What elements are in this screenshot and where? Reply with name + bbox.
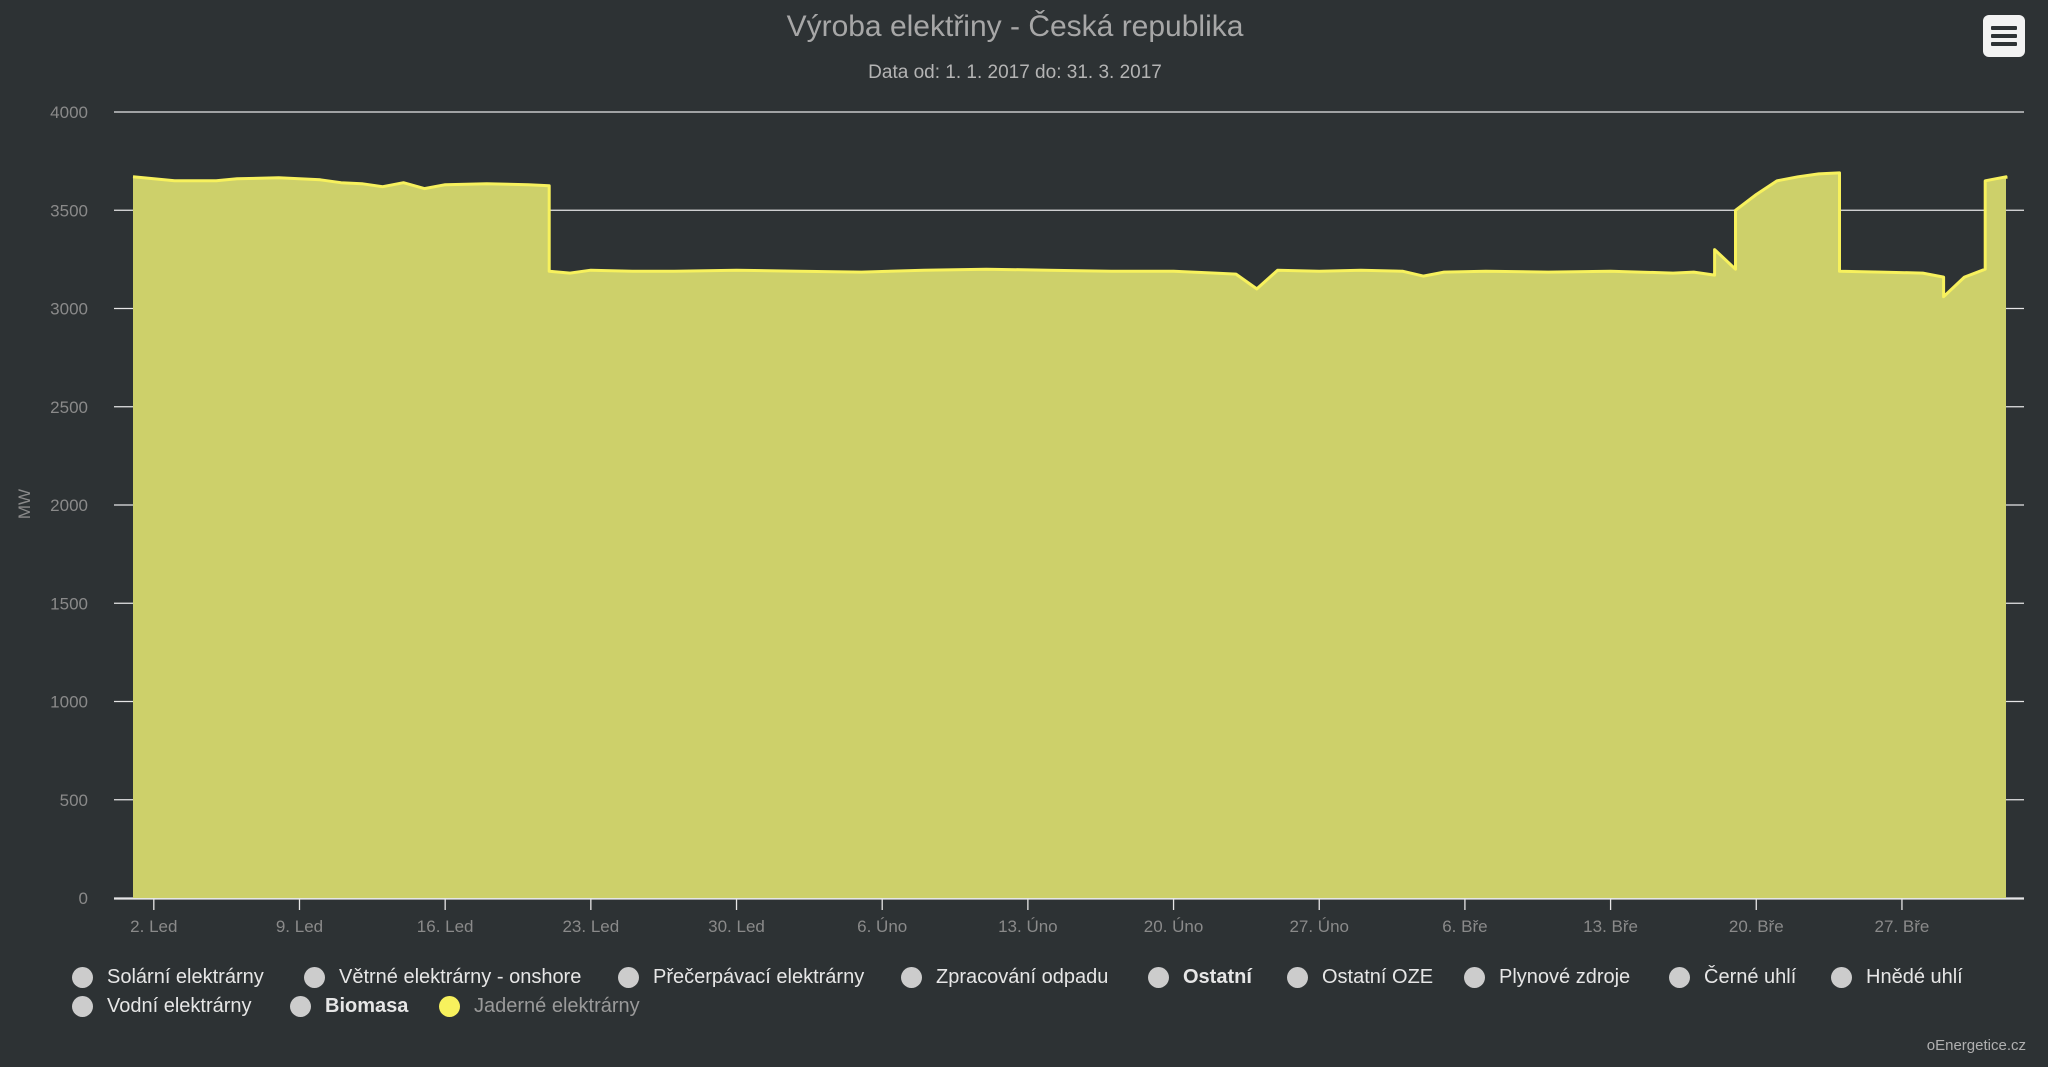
- legend-marker-icon: [304, 967, 325, 988]
- legend-marker-icon: [1669, 967, 1690, 988]
- legend-marker-icon: [1464, 967, 1485, 988]
- credits-link[interactable]: oEnergetice.cz: [1926, 1037, 2026, 1054]
- legend-item[interactable]: Černé uhlí: [1669, 966, 1796, 989]
- legend-marker-icon: [290, 996, 311, 1017]
- legend-marker-icon: [72, 996, 93, 1017]
- legend-item[interactable]: Ostatní OZE: [1287, 966, 1433, 989]
- legend-item[interactable]: Hnědé uhlí: [1831, 966, 1963, 989]
- legend-label: Jaderné elektrárny: [474, 995, 640, 1017]
- x-tick-label: 2. Led: [130, 917, 177, 936]
- series-line: [132, 171, 2008, 299]
- legend-label: Plynové zdroje: [1499, 966, 1631, 988]
- legend-label: Přečerpávací elektrárny: [653, 966, 865, 988]
- x-tick-label: 27. Úno: [1289, 917, 1349, 936]
- legend-label: Zpracování odpadu: [936, 966, 1109, 988]
- series-layer: [132, 171, 2008, 898]
- legend-marker-icon: [618, 967, 639, 988]
- legend-label: Hnědé uhlí: [1866, 966, 1963, 988]
- x-tick-label: 23. Led: [562, 917, 619, 936]
- y-tick-label: 1000: [50, 693, 88, 712]
- legend-item[interactable]: Vodní elektrárny: [72, 995, 252, 1018]
- legend-item[interactable]: Větrné elektrárny - onshore: [304, 966, 581, 989]
- y-tick-label: 4000: [50, 103, 88, 122]
- legend-item[interactable]: Jaderné elektrárny: [439, 995, 640, 1018]
- legend-marker-icon: [901, 967, 922, 988]
- y-tick-label: 2500: [50, 398, 88, 417]
- y-tick-label: 2000: [50, 496, 88, 515]
- series-area: [133, 172, 2006, 898]
- legend-marker-icon: [439, 996, 460, 1017]
- y-axis-title: MW: [15, 489, 34, 519]
- legend-marker-icon: [1287, 967, 1308, 988]
- legend-item[interactable]: Biomasa: [290, 995, 408, 1018]
- y-tick-label: 1500: [50, 594, 88, 613]
- legend-item[interactable]: Zpracování odpadu: [901, 966, 1108, 989]
- legend-item[interactable]: Ostatní: [1148, 966, 1252, 989]
- legend-label: Ostatní: [1183, 966, 1252, 988]
- x-axis: 2. Led 9. Led 16. Led 23. Led 30. Led 6. Úno 1…: [114, 898, 2024, 936]
- x-tick-label: 16. Led: [417, 917, 474, 936]
- chart-title: Výroba elektřiny - Česká republika: [786, 10, 1244, 43]
- legend-marker-icon: [1148, 967, 1169, 988]
- x-tick-label: 6. Úno: [857, 917, 907, 936]
- legend-label: Větrné elektrárny - onshore: [339, 966, 582, 988]
- x-tick-label: 27. Bře: [1875, 917, 1930, 936]
- legend-marker-icon: [72, 967, 93, 988]
- legend-label: Solární elektrárny: [107, 966, 264, 988]
- legend-item[interactable]: Plynové zdroje: [1464, 966, 1630, 989]
- legend-label: Biomasa: [325, 995, 409, 1017]
- legend-label: Ostatní OZE: [1322, 966, 1434, 988]
- x-tick-label: 13. Bře: [1583, 917, 1638, 936]
- y-tick-label: 0: [79, 889, 88, 908]
- x-tick-label: 20. Bře: [1729, 917, 1784, 936]
- legend-label: Černé uhlí: [1704, 966, 1797, 988]
- legend-label: Vodní elektrárny: [107, 995, 252, 1017]
- legend-item[interactable]: Solární elektrárny: [72, 966, 264, 989]
- x-tick-label: 30. Led: [708, 917, 765, 936]
- y-tick-label: 500: [60, 791, 88, 810]
- y-tick-label: 3500: [50, 201, 88, 220]
- x-tick-label: 20. Úno: [1144, 917, 1204, 936]
- chart-subtitle: Data od: 1. 1. 2017 do: 31. 3. 2017: [868, 62, 1162, 83]
- legend-item[interactable]: Přečerpávací elektrárny: [618, 966, 864, 989]
- legend-marker-icon: [1831, 967, 1852, 988]
- y-tick-label: 3000: [50, 300, 88, 319]
- x-tick-label: 13. Úno: [998, 917, 1058, 936]
- y-axis: 0 500 1000 1500 2000 2500 3000 3500 4000: [50, 103, 88, 908]
- x-tick-label: 6. Bře: [1442, 917, 1487, 936]
- x-tick-label: 9. Led: [276, 917, 323, 936]
- menu-button[interactable]: [1983, 15, 2025, 57]
